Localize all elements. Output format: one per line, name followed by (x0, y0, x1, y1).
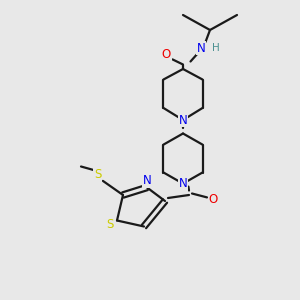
Text: O: O (208, 193, 217, 206)
Text: S: S (106, 218, 113, 232)
Text: O: O (162, 47, 171, 61)
Text: N: N (196, 41, 206, 55)
Text: S: S (94, 168, 101, 182)
Text: N: N (178, 113, 188, 127)
Text: H: H (212, 43, 220, 53)
Text: N: N (142, 174, 152, 188)
Text: N: N (178, 177, 188, 190)
